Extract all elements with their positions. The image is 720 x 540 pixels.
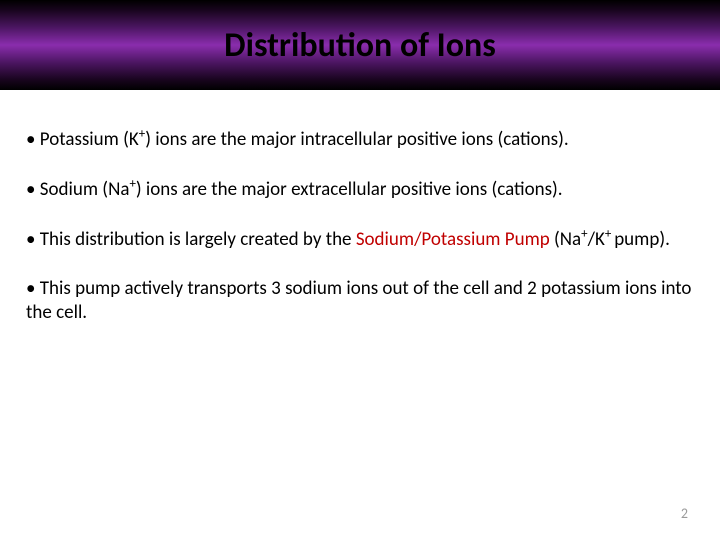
bullet-1-prefix: • Potassium (K bbox=[26, 128, 139, 151]
bullet-3-prefix: • This distribution is largely created b… bbox=[26, 228, 356, 251]
bullet-3: • This distribution is largely created b… bbox=[26, 228, 694, 252]
bullet-3-mid2: /K bbox=[588, 228, 605, 251]
title-bar: Distribution of Ions bbox=[0, 0, 720, 90]
bullet-2-mid: ) ions are the major extracellular posit… bbox=[136, 178, 563, 201]
slide-title: Distribution of Ions bbox=[224, 25, 496, 66]
bullet-2-prefix: • Sodium (Na bbox=[26, 178, 129, 201]
bullet-4-prefix: • This pump actively transports 3 sodium… bbox=[26, 277, 691, 324]
bullet-3-tail: pump). bbox=[614, 228, 670, 251]
bullet-3-sup3: + bbox=[605, 226, 614, 241]
bullet-1-mid: ) ions are the major intracellular posit… bbox=[145, 128, 568, 151]
bullet-1: • Potassium (K+) ions are the major intr… bbox=[26, 128, 694, 152]
content-area: • Potassium (K + ) ions are the major intr… bbox=[0, 90, 720, 325]
bullet-2: • Sodium (Na+) ions are the major extrac… bbox=[26, 178, 694, 202]
page-number: 2 bbox=[681, 505, 688, 522]
bullet-3-pump: Sodium/Potassium Pump bbox=[356, 228, 550, 251]
bullet-4: • This pump actively transports 3 sodium… bbox=[26, 277, 694, 325]
bullet-3-mid2pre: (Na bbox=[550, 228, 581, 251]
